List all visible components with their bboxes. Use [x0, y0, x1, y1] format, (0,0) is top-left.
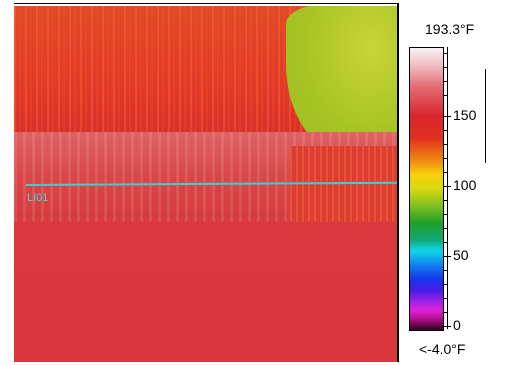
- scale-ticks: [443, 47, 486, 329]
- scale-tick-major: [443, 116, 451, 117]
- scale-tick: [443, 270, 447, 271]
- scale-tick-major: [443, 326, 451, 327]
- scale-tick: [443, 81, 447, 82]
- scale-max-label: 193.3°F: [425, 21, 475, 37]
- scale-tick: [443, 95, 447, 96]
- color-palette-bar[interactable]: [409, 47, 444, 331]
- panel-divider: [397, 3, 399, 362]
- scale-tick: [443, 312, 447, 313]
- scale-tick: [443, 298, 447, 299]
- scale-tick: [443, 200, 447, 201]
- scale-tick: [443, 284, 447, 285]
- scale-tick-label-150: 150: [453, 107, 477, 123]
- thermal-region-bottom: [14, 222, 397, 362]
- left-margin: [3, 3, 14, 362]
- scale-tick-label-50: 50: [453, 247, 469, 263]
- scale-range-marker: [485, 69, 486, 163]
- scale-tick: [443, 158, 447, 159]
- scale-tick-label-100: 100: [453, 177, 477, 193]
- thermal-region-cool: [286, 6, 397, 154]
- scale-tick-major: [443, 256, 451, 257]
- thermal-image[interactable]: LI01: [14, 6, 397, 362]
- scale-tick: [443, 214, 447, 215]
- scale-tick: [443, 172, 447, 173]
- scale-min-label: <-4.0°F: [419, 341, 466, 357]
- scale-tick: [443, 144, 447, 145]
- scale-tick: [443, 67, 447, 68]
- scale-tick-label-0: 0: [453, 317, 461, 333]
- scale-tick: [443, 242, 447, 243]
- scale-tick: [443, 130, 447, 131]
- scale-axis-line: [447, 47, 448, 329]
- measurement-line-label: LI01: [27, 192, 49, 204]
- scale-tick-major: [443, 186, 451, 187]
- temperature-scale-panel: 193.3°F 150 100 50 0 <-4.0°F: [399, 3, 521, 362]
- scale-tick: [443, 228, 447, 229]
- scale-tick: [443, 53, 447, 54]
